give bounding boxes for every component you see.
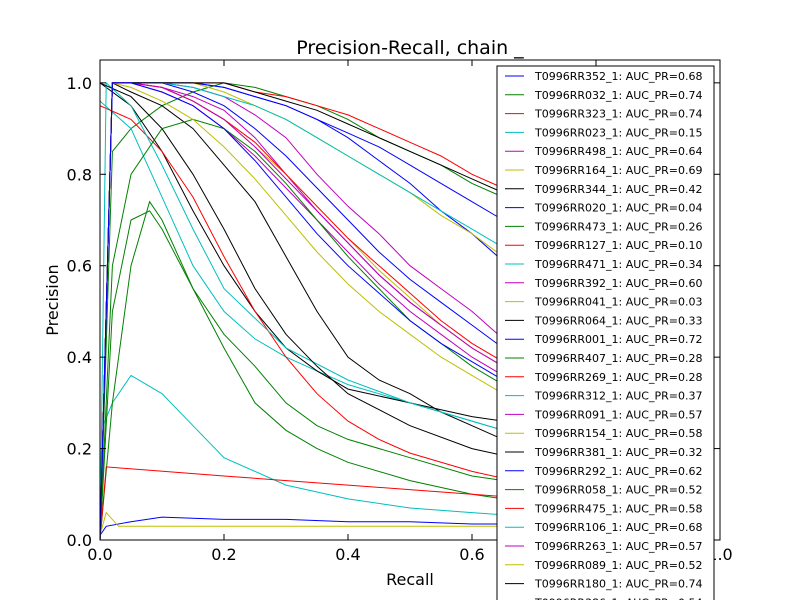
series-line-T0996RR407_1: [100, 210, 597, 540]
legend-label-T0996RR292_1: T0996RR292_1: AUC_PR=0.62: [534, 465, 702, 478]
legend-label-T0996RR269_1: T0996RR269_1: AUC_PR=0.28: [534, 371, 702, 384]
x-tick-label-2: 0.4: [335, 545, 360, 564]
legend-label-T0996RR106_1: T0996RR106_1: AUC_PR=0.68: [534, 521, 702, 534]
y-tick-label-4: 0.8: [67, 165, 92, 184]
series-line-T0996RR041_1: [100, 511, 596, 536]
legend-label-T0996RR312_1: T0996RR312_1: AUC_PR=0.37: [534, 390, 702, 403]
y-tick-label-2: 0.4: [67, 348, 92, 367]
legend-label-T0996RR089_1: T0996RR089_1: AUC_PR=0.52: [534, 559, 702, 572]
legend-label-T0996RR473_1: T0996RR473_1: AUC_PR=0.26: [534, 220, 702, 233]
legend-label-T0996RR263_1: T0996RR263_1: AUC_PR=0.57: [534, 540, 702, 553]
legend-label-T0996RR352_1: T0996RR352_1: AUC_PR=0.68: [534, 70, 702, 83]
legend-label-T0996RR180_1: T0996RR180_1: AUC_PR=0.74: [534, 578, 702, 591]
legend-label-T0996RR386_1: T0996RR386_1: AUC_PR=0.54: [534, 596, 702, 600]
legend-label-T0996RR407_1: T0996RR407_1: AUC_PR=0.28: [534, 352, 702, 365]
x-tick-label-0: 0.0: [87, 545, 112, 564]
legend-label-T0996RR032_1: T0996RR032_1: AUC_PR=0.74: [534, 89, 702, 102]
series-line-T0996RR473_1: [100, 200, 597, 540]
y-tick-label-5: 1.0: [67, 74, 92, 93]
y-axis-label: Precision: [43, 264, 62, 335]
legend-label-T0996RR041_1: T0996RR041_1: AUC_PR=0.03: [534, 296, 702, 309]
series-line-T0996RR020_1: [100, 516, 596, 536]
series-line-T0996RR269_1: [100, 105, 597, 495]
legend-label-T0996RR475_1: T0996RR475_1: AUC_PR=0.58: [534, 502, 702, 515]
legend-label-T0996RR064_1: T0996RR064_1: AUC_PR=0.33: [534, 314, 702, 327]
legend-label-T0996RR127_1: T0996RR127_1: AUC_PR=0.10: [534, 239, 702, 252]
y-axis: 0.0 0.2 0.4 0.6 0.8 1.0: [67, 74, 720, 550]
legend-label-T0996RR392_1: T0996RR392_1: AUC_PR=0.60: [534, 277, 702, 290]
legend-label-T0996RR471_1: T0996RR471_1: AUC_PR=0.34: [534, 258, 702, 271]
legend-label-T0996RR323_1: T0996RR323_1: AUC_PR=0.74: [534, 108, 702, 121]
legend-label-T0996RR023_1: T0996RR023_1: AUC_PR=0.15: [534, 126, 702, 139]
legend-label-T0996RR001_1: T0996RR001_1: AUC_PR=0.72: [534, 333, 702, 346]
legend-box: [496, 65, 715, 600]
legend-label-T0996RR154_1: T0996RR154_1: AUC_PR=0.58: [534, 427, 702, 440]
legend-label-T0996RR344_1: T0996RR344_1: AUC_PR=0.42: [534, 183, 702, 196]
legend-label-T0996RR020_1: T0996RR020_1: AUC_PR=0.04: [534, 202, 702, 215]
y-tick-label-1: 0.2: [67, 440, 92, 459]
x-tick-label-1: 0.2: [211, 545, 236, 564]
x-tick-label-3: 0.6: [459, 545, 484, 564]
legend-label-T0996RR091_1: T0996RR091_1: AUC_PR=0.57: [534, 408, 702, 421]
y-tick-label-0: 0.0: [67, 531, 92, 550]
legend-label-T0996RR164_1: T0996RR164_1: AUC_PR=0.69: [534, 164, 702, 177]
x-axis-label: Recall: [386, 570, 434, 589]
plot-frame: [99, 59, 721, 541]
legend-label-T0996RR381_1: T0996RR381_1: AUC_PR=0.32: [534, 446, 702, 459]
chart-title: Precision-Recall, chain _: [296, 37, 524, 59]
series-line-T0996RR312_1: [100, 81, 597, 540]
series-line-T0996RR127_1: [100, 466, 597, 540]
legend-entries: T0996RR352_1: AUC_PR=0.68 T0996RR032_1: A…: [505, 70, 702, 600]
legend-label-T0996RR498_1: T0996RR498_1: AUC_PR=0.64: [534, 145, 702, 158]
legend: T0996RR352_1: AUC_PR=0.68 T0996RR032_1: A…: [496, 65, 715, 600]
y-tick-label-3: 0.6: [67, 257, 92, 276]
legend-label-T0996RR058_1: T0996RR058_1: AUC_PR=0.52: [534, 484, 702, 497]
